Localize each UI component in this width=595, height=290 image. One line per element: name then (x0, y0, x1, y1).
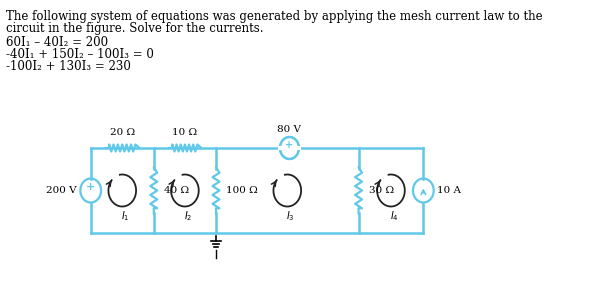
Text: -40I₁ + 150I₂ – 100I₃ = 0: -40I₁ + 150I₂ – 100I₃ = 0 (6, 48, 154, 61)
Text: 60I₁ – 40I₂ = 200: 60I₁ – 40I₂ = 200 (6, 36, 108, 49)
Text: $I_2$: $I_2$ (184, 209, 193, 223)
Text: $I_4$: $I_4$ (390, 209, 399, 223)
Text: $I_3$: $I_3$ (286, 209, 295, 223)
Text: The following system of equations was generated by applying the mesh current law: The following system of equations was ge… (6, 10, 543, 23)
Text: 40 Ω: 40 Ω (164, 186, 189, 195)
Text: 80 V: 80 V (277, 125, 302, 134)
Text: 10 Ω: 10 Ω (173, 128, 198, 137)
Text: 100 Ω: 100 Ω (226, 186, 258, 195)
Text: +: + (286, 140, 293, 150)
Text: 10 A: 10 A (437, 186, 461, 195)
Text: -100I₂ + 130I₃ = 230: -100I₂ + 130I₃ = 230 (6, 60, 131, 73)
Text: 30 Ω: 30 Ω (369, 186, 394, 195)
Text: 20 Ω: 20 Ω (109, 128, 135, 137)
Text: 200 V: 200 V (46, 186, 77, 195)
Text: +: + (86, 182, 95, 191)
Text: circuit in the figure. Solve for the currents.: circuit in the figure. Solve for the cur… (6, 22, 264, 35)
Text: $I_1$: $I_1$ (121, 209, 130, 223)
